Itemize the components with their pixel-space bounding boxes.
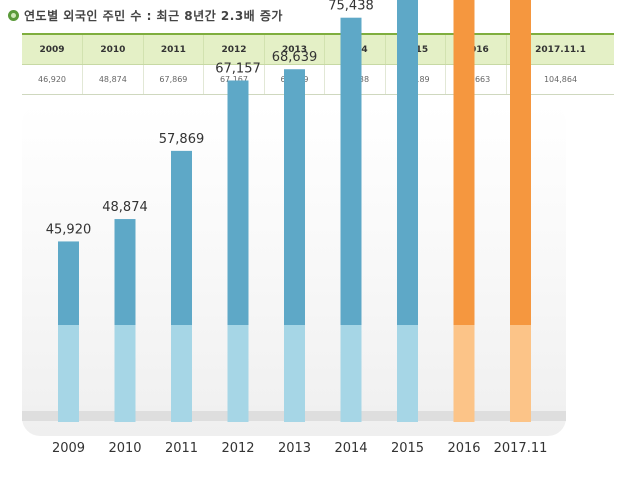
- x-tick-label: 2009: [52, 441, 85, 456]
- bar-lower-segment: [58, 325, 79, 422]
- table-header-cell: 2010: [82, 33, 144, 65]
- bar: [284, 69, 305, 326]
- table-cell: 67,869: [142, 64, 204, 95]
- table-header-cell: 2009: [22, 33, 83, 65]
- bar: [227, 80, 249, 325]
- table-header-cell: 2013: [263, 33, 325, 65]
- data-label: 75,438: [328, 0, 374, 14]
- bar-lower-segment: [510, 325, 531, 422]
- x-tick-label: 2013: [278, 441, 311, 456]
- data-label: 48,874: [102, 200, 148, 215]
- bar-lower-segment: [114, 325, 136, 422]
- bar: [510, 0, 531, 326]
- data-label: 45,920: [46, 222, 92, 237]
- table-cell: 46,920: [22, 64, 83, 95]
- chart-title-row: 연도별 외국인 주민 수 : 최근 8년간 2.3배 증가: [8, 7, 283, 23]
- bar: [397, 0, 418, 325]
- bullet-circle-icon: [8, 9, 19, 21]
- data-label: 67,157: [215, 61, 261, 76]
- chart-title: 연도별 외국인 주민 수 : 최근 8년간 2.3배 증가: [24, 8, 283, 23]
- bar-lower-segment: [227, 325, 249, 422]
- table-header-cell: 2011: [142, 33, 204, 65]
- bar-lower-segment: [340, 325, 362, 422]
- x-tick-label: 2017.11: [494, 441, 548, 456]
- bar-lower-segment: [171, 325, 192, 422]
- x-tick-label: 2014: [334, 441, 367, 456]
- bar: [453, 0, 475, 325]
- x-tick-label: 2016: [447, 441, 480, 456]
- bar: [58, 241, 79, 325]
- data-label: 68,639: [272, 50, 318, 65]
- bar-lower-segment: [284, 325, 305, 422]
- bar: [171, 150, 192, 325]
- x-tick-label: 2015: [391, 441, 424, 456]
- x-tick-label: 2012: [221, 441, 254, 456]
- x-tick-label: 2010: [108, 441, 141, 456]
- table-header-row: 2009 2010 2011 2012 2013 2014 2015 2016 …: [22, 33, 614, 65]
- x-tick-label: 2011: [165, 441, 198, 456]
- data-table: 2009 2010 2011 2012 2013 2014 2015 2016 …: [22, 33, 614, 95]
- bar-lower-segment: [397, 325, 418, 422]
- bar: [340, 17, 362, 325]
- table-cell: 48,874: [82, 64, 144, 95]
- table-header-cell: 2012: [203, 33, 265, 65]
- bar: [114, 219, 136, 325]
- bar-lower-segment: [453, 325, 475, 422]
- data-label: 57,869: [159, 132, 205, 147]
